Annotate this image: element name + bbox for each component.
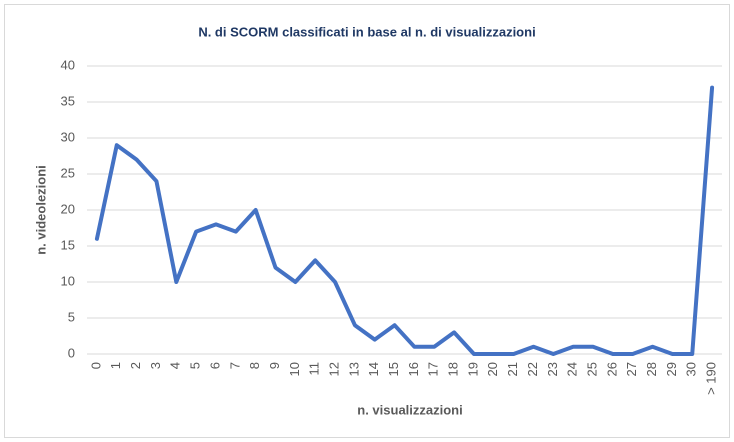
x-tick-label: 22 bbox=[525, 362, 540, 376]
y-tick-label: 0 bbox=[68, 345, 75, 360]
y-tick-label: 15 bbox=[61, 237, 75, 252]
x-tick-label: 26 bbox=[604, 362, 619, 376]
y-tick-label: 35 bbox=[61, 93, 75, 108]
x-tick-label: 11 bbox=[307, 362, 322, 376]
x-tick-label: 29 bbox=[664, 362, 679, 376]
y-tick-label: 40 bbox=[61, 57, 75, 72]
chart-title: N. di SCORM classificati in base al n. d… bbox=[198, 24, 535, 39]
x-tick-label: 19 bbox=[465, 362, 480, 376]
x-tick-label: 4 bbox=[168, 362, 183, 369]
x-tick-label: 3 bbox=[148, 362, 163, 369]
x-tick-label: 25 bbox=[584, 362, 599, 376]
x-tick-label: 8 bbox=[247, 362, 262, 369]
x-tick-label: > 190 bbox=[704, 362, 719, 395]
x-tick-label: 13 bbox=[346, 362, 361, 376]
chart-border bbox=[4, 4, 730, 438]
x-tick-label: 28 bbox=[644, 362, 659, 376]
y-tick-label: 25 bbox=[61, 165, 75, 180]
x-tick-label: 15 bbox=[386, 362, 401, 376]
x-tick-label: 21 bbox=[505, 362, 520, 376]
x-tick-label: 5 bbox=[188, 362, 203, 369]
x-tick-label: 16 bbox=[406, 362, 421, 376]
y-tick-label: 30 bbox=[61, 129, 75, 144]
x-tick-label: 18 bbox=[446, 362, 461, 376]
x-tick-label: 30 bbox=[684, 362, 699, 376]
x-tick-label: 10 bbox=[287, 362, 302, 376]
x-tick-label: 12 bbox=[326, 362, 341, 376]
x-tick-label: 0 bbox=[88, 362, 103, 369]
x-tick-label: 20 bbox=[485, 362, 500, 376]
x-tick-label: 27 bbox=[624, 362, 639, 376]
x-tick-label: 14 bbox=[366, 362, 381, 376]
x-tick-label: 17 bbox=[426, 362, 441, 376]
y-tick-label: 20 bbox=[61, 201, 75, 216]
y-axis-label: n. videolezioni bbox=[33, 165, 48, 255]
x-tick-label: 7 bbox=[227, 362, 242, 369]
data-line bbox=[94, 85, 715, 356]
x-tick-label: 9 bbox=[267, 362, 282, 369]
x-tick-label: 23 bbox=[545, 362, 560, 376]
x-tick-label: 6 bbox=[207, 362, 222, 369]
x-tick-label: 2 bbox=[128, 362, 143, 369]
x-axis-label: n. visualizzazioni bbox=[357, 402, 462, 417]
x-tick-label: 24 bbox=[565, 362, 580, 376]
y-tick-label: 5 bbox=[68, 309, 75, 324]
x-tick-label: 1 bbox=[108, 362, 123, 369]
y-tick-label: 10 bbox=[61, 273, 75, 288]
